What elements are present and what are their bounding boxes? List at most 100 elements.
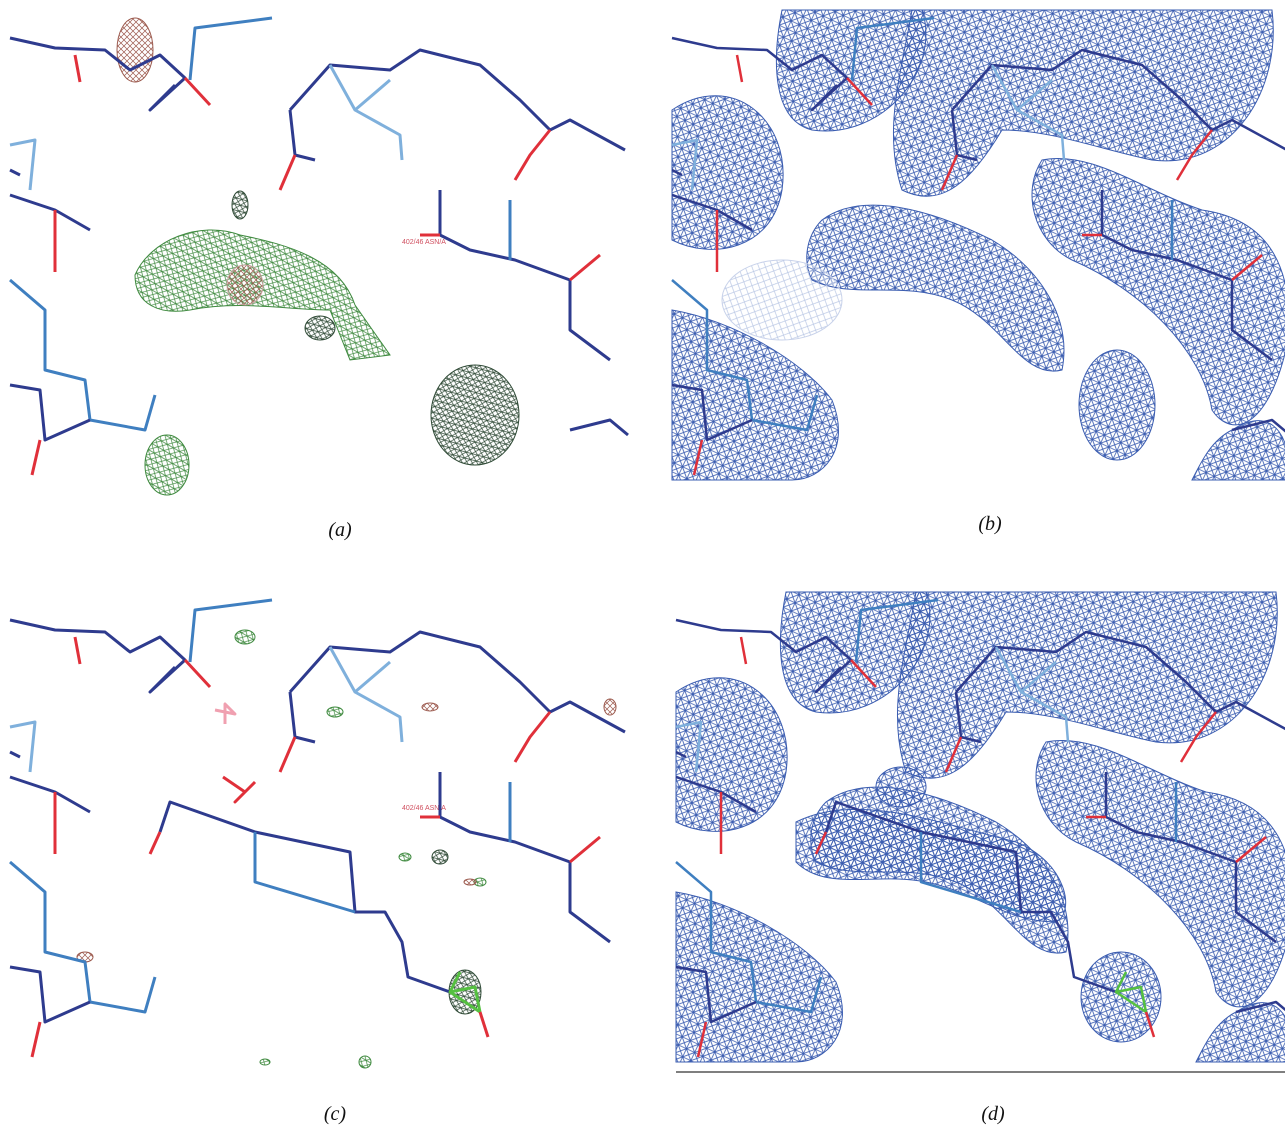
bond	[9, 618, 187, 694]
bond	[692, 439, 704, 476]
density-mesh	[806, 204, 1065, 372]
bond	[354, 660, 391, 694]
bond	[1144, 1011, 1156, 1038]
bond	[288, 109, 316, 162]
bond	[1175, 129, 1213, 181]
bond	[1179, 711, 1217, 763]
bond	[671, 36, 849, 112]
density-mesh	[1078, 349, 1156, 461]
bond	[1231, 418, 1285, 433]
density-mesh	[116, 17, 154, 83]
bond	[675, 618, 853, 694]
bond	[671, 383, 753, 442]
bond	[9, 860, 157, 1014]
density-mesh	[134, 229, 391, 361]
density-mesh	[421, 702, 439, 712]
density-mesh	[1035, 740, 1285, 1008]
panel-label: (b)	[978, 513, 1002, 535]
bond	[478, 1011, 490, 1038]
density-mesh	[259, 1058, 271, 1066]
density-mesh	[304, 315, 336, 341]
bond	[814, 831, 828, 855]
density-mesh	[358, 1055, 372, 1069]
bond	[30, 439, 42, 476]
bond	[9, 168, 21, 177]
density-mesh	[875, 766, 927, 808]
bond	[9, 36, 187, 112]
bond	[30, 1021, 42, 1058]
density-mesh	[795, 808, 1067, 923]
bond	[569, 418, 629, 437]
density-mesh	[231, 190, 249, 220]
density-mesh	[675, 891, 843, 1063]
bond	[9, 775, 91, 814]
bond	[288, 691, 316, 744]
bond	[735, 54, 744, 83]
density-mesh	[721, 259, 843, 341]
density-mesh	[463, 878, 477, 886]
panel-d	[675, 591, 1285, 1063]
density-mesh	[896, 591, 1278, 779]
bond	[222, 775, 257, 804]
bond	[675, 965, 757, 1024]
density-mesh	[603, 698, 617, 716]
bond	[354, 78, 391, 112]
density-mesh	[1191, 420, 1285, 481]
bond	[675, 750, 687, 759]
bond	[1231, 254, 1263, 281]
density-mesh	[226, 264, 264, 306]
bond	[513, 711, 552, 763]
density-mesh	[326, 706, 344, 718]
bond	[846, 77, 873, 106]
bond	[671, 279, 819, 432]
panel-label: (d)	[981, 1103, 1005, 1125]
bond	[671, 138, 699, 191]
density-mesh	[430, 364, 520, 466]
bond	[438, 772, 611, 944]
bond	[9, 750, 21, 759]
bond	[675, 861, 823, 1014]
panel-c: 402/46 ASN/A	[9, 598, 626, 1069]
bond	[9, 193, 91, 232]
density-mesh	[671, 95, 784, 250]
bond	[278, 154, 297, 191]
bond	[328, 64, 404, 161]
bond	[73, 636, 82, 665]
density-mesh	[431, 849, 449, 865]
bond	[278, 736, 297, 773]
bond	[183, 76, 212, 107]
bond	[1235, 1000, 1285, 1014]
bond	[9, 720, 37, 773]
bond	[940, 154, 959, 191]
bond	[850, 659, 877, 688]
bond	[671, 168, 683, 177]
bond	[1235, 836, 1267, 863]
bond	[990, 64, 1066, 161]
bond	[214, 702, 237, 724]
density-mesh	[1195, 1002, 1285, 1063]
bond	[1020, 661, 1057, 693]
bond	[9, 138, 37, 191]
panel-label: (a)	[328, 519, 352, 541]
bond	[1016, 79, 1053, 111]
bond	[188, 16, 273, 81]
panel-a: 402/46 ASN/A	[9, 16, 629, 496]
bond	[919, 832, 1022, 914]
bond	[328, 646, 404, 743]
bond	[994, 646, 1070, 743]
bond	[696, 1021, 708, 1058]
bond	[148, 831, 162, 855]
density-mesh	[234, 629, 256, 645]
bond	[569, 835, 601, 864]
bond	[944, 736, 963, 773]
bond	[183, 658, 212, 689]
density-mesh	[398, 852, 412, 862]
panel-b	[671, 9, 1285, 481]
bond	[73, 54, 82, 83]
residue-label: 402/46 ASN/A	[402, 805, 446, 812]
bond	[188, 598, 273, 663]
bond	[288, 48, 626, 152]
bond	[253, 832, 356, 914]
density-mesh	[144, 434, 190, 496]
